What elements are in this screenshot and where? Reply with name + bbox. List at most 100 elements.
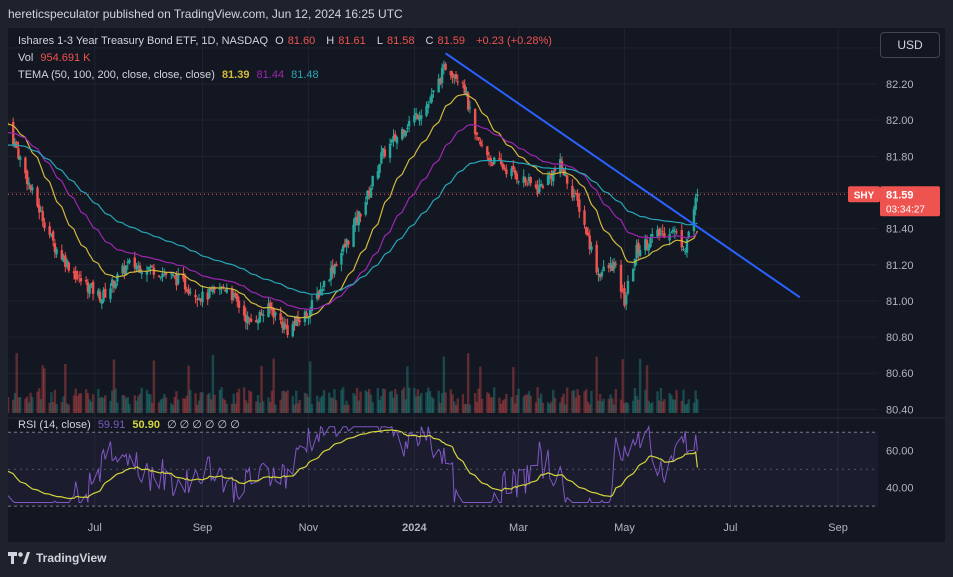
- candle-body: [97, 290, 100, 296]
- candle-body: [602, 266, 605, 272]
- candle-body: [354, 217, 357, 226]
- volume-bar: [308, 361, 312, 413]
- candle-body: [670, 232, 673, 234]
- volume-bar: [121, 394, 124, 413]
- volume-bar: [329, 397, 333, 413]
- candle-body: [649, 237, 652, 247]
- candle-body: [319, 289, 322, 296]
- candle-body: [538, 184, 541, 193]
- candle-body: [590, 246, 593, 250]
- volume-bar: [576, 389, 579, 413]
- volume-bar: [463, 403, 466, 413]
- volume-bar: [505, 393, 508, 413]
- candle-body: [209, 289, 213, 291]
- candle-body: [176, 274, 180, 284]
- candle-body: [223, 290, 227, 292]
- volume-bar: [468, 404, 472, 413]
- rsi-y-tick-label: 60.00: [886, 446, 914, 458]
- volume-bar: [671, 399, 675, 413]
- volume-bar: [510, 396, 513, 413]
- candle-body: [211, 286, 215, 293]
- candle-body: [104, 288, 107, 298]
- volume-bar: [512, 367, 515, 413]
- x-tick-label: Sep: [828, 522, 848, 534]
- volume-bar: [347, 404, 350, 413]
- candle-body: [329, 267, 333, 280]
- candle-body: [430, 94, 433, 103]
- legend-line-3: TEMA (50, 100, 200, close, close, close)…: [18, 69, 323, 81]
- candle-body: [440, 67, 444, 84]
- volume-bar: [367, 388, 371, 413]
- candle-body: [213, 288, 216, 290]
- candle-body: [126, 261, 130, 264]
- candle-body: [513, 169, 517, 175]
- volume-bar: [303, 392, 307, 413]
- tema-line-2: [7, 144, 698, 295]
- candle-body: [76, 276, 79, 278]
- volume-bar: [222, 398, 225, 413]
- trendline: [445, 52, 801, 299]
- candle-body: [586, 232, 590, 236]
- volume-bar: [614, 388, 617, 413]
- volume-bar: [526, 394, 529, 413]
- volume-bar: [38, 388, 41, 413]
- currency-button[interactable]: USD: [880, 32, 940, 58]
- candle-body: [274, 312, 277, 316]
- y-tick-label: 82.20: [886, 79, 914, 91]
- volume-bar: [635, 395, 638, 413]
- candle-body: [175, 274, 178, 286]
- candle-body: [684, 251, 687, 253]
- candle-body: [194, 294, 197, 298]
- candle-body: [503, 167, 506, 170]
- volume-bar: [86, 393, 90, 413]
- candle-body: [595, 244, 598, 273]
- candle-body: [164, 272, 168, 276]
- candle-body: [498, 158, 501, 160]
- volume-bar: [359, 391, 362, 413]
- volume-bar: [503, 399, 506, 413]
- candle-body: [114, 282, 117, 289]
- candle-body: [258, 312, 262, 323]
- volume-bar: [668, 393, 671, 413]
- candle-body: [546, 175, 550, 186]
- candle-body: [444, 63, 447, 70]
- candle-body: [663, 233, 666, 238]
- volume-bar: [461, 394, 465, 413]
- volume-bar: [649, 403, 652, 413]
- candle-body: [656, 229, 659, 237]
- x-tick-label: 2024: [402, 522, 427, 534]
- chart-svg[interactable]: 82.4082.2082.0081.8081.6081.4081.2081.00…: [6, 28, 945, 542]
- candle-body: [48, 226, 51, 235]
- candle-body: [541, 185, 545, 188]
- volume-bar: [145, 389, 149, 413]
- volume-bar: [400, 389, 404, 413]
- tema50-value: 81.39: [221, 69, 250, 81]
- volume-bar: [220, 387, 223, 413]
- volume-bar: [258, 402, 262, 413]
- candle-body: [267, 303, 270, 318]
- volume-bar: [236, 392, 239, 413]
- volume-bar: [97, 388, 100, 413]
- volume-bar: [680, 400, 683, 413]
- volume-bar: [18, 396, 22, 413]
- x-tick-label: Sep: [193, 522, 213, 534]
- chart-panel[interactable]: 82.4082.2082.0081.8081.6081.4081.2081.00…: [6, 28, 945, 542]
- candle-body: [359, 213, 362, 217]
- candle-body: [585, 227, 588, 235]
- candle-body: [371, 176, 374, 187]
- candle-body: [486, 146, 489, 156]
- volume-bar: [645, 365, 649, 413]
- footer-brand-text: TradingView: [36, 551, 107, 565]
- volume-bar: [407, 387, 411, 413]
- candle-body: [25, 170, 29, 185]
- volume-bar: [248, 390, 251, 413]
- candle-body: [626, 280, 630, 294]
- candle-body: [659, 233, 663, 235]
- rsi-pane: [7, 424, 878, 507]
- volume-bar: [444, 392, 447, 413]
- candle-body: [388, 143, 392, 158]
- volume-bar: [432, 398, 435, 413]
- candle-body: [149, 266, 152, 268]
- volume-bar: [182, 398, 185, 413]
- volume-bar: [270, 390, 274, 413]
